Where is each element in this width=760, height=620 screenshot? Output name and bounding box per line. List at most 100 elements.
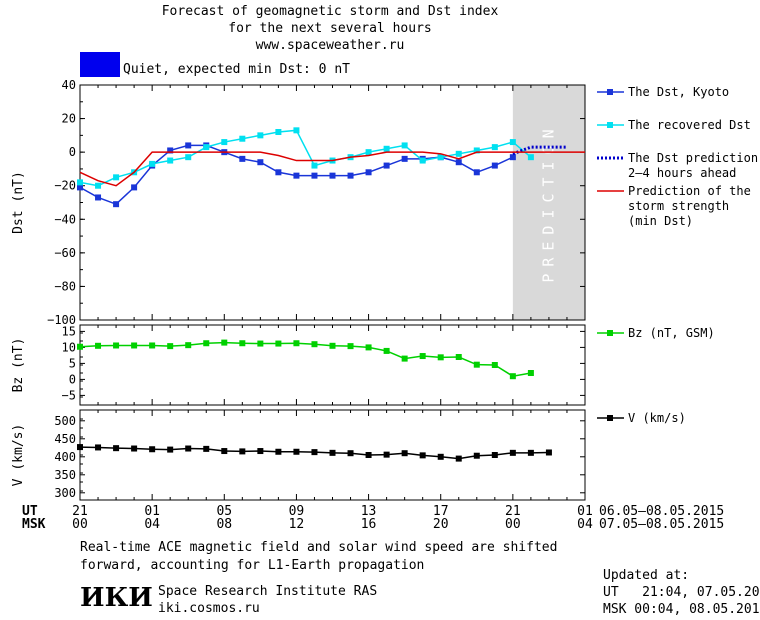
data-point [509,154,516,161]
data-point [347,172,354,179]
data-point [527,370,534,376]
legend-label: Prediction of the [628,184,751,198]
data-point [113,201,120,208]
data-point [239,135,246,142]
data-point [473,147,480,154]
v-ytick-label: 350 [54,468,76,482]
institute-site[interactable]: iki.cosmos.ru [158,601,260,616]
bz-frame [79,324,586,406]
data-point [203,340,210,347]
dst-ytick-label: 0 [69,145,76,159]
data-point [419,353,426,360]
legend-marker [607,330,613,336]
data-point [95,194,102,201]
x-tick-ut: 21 [72,504,88,519]
data-point [275,169,282,176]
chart-title: Forecast of geomagnetic storm and Dst in… [161,4,499,19]
data-point [167,446,174,453]
x-tick-ut: 05 [216,504,232,519]
data-point [311,449,318,456]
data-point [257,340,264,347]
data-point [149,446,156,453]
legend-marker [607,89,613,95]
data-point [491,362,498,368]
data-point [221,139,228,146]
data-point [545,449,552,456]
dst-ytick-label: 40 [62,78,76,92]
dst-ytick-label: −60 [54,246,76,260]
data-point [527,449,534,456]
data-point [275,340,282,347]
msk-date-range: 07.05–08.05.2015 [599,517,724,532]
data-point [185,142,192,149]
v-ylabel: V (km/s) [11,424,26,487]
data-point [473,169,480,176]
data-point [203,445,210,452]
data-point [329,449,336,456]
data-point [293,127,300,134]
v-ytick-label: 400 [54,450,76,464]
bz-ytick-label: −5 [62,388,76,402]
data-point [401,155,408,162]
x-tick-ut: 09 [289,504,305,519]
status-text: Quiet, expected min Dst: 0 nT [123,62,350,77]
legend-label: The recovered Dst [628,118,751,132]
data-point [149,342,156,349]
data-point [131,445,138,452]
data-point [455,354,462,360]
data-point [365,169,372,176]
updated-label: Updated at: [603,568,690,583]
data-point [473,361,480,368]
dst-ylabel: Dst (nT) [11,171,26,234]
x-tick-msk: 00 [505,517,521,532]
x-tick-ut: 01 [144,504,160,519]
x-tick-ut: 17 [433,504,449,519]
data-point [419,452,426,459]
ut-axis-label: UT [22,504,38,519]
x-tick-ut: 01 [577,504,593,519]
data-point [257,448,264,455]
data-point [221,339,228,346]
data-note-line-1: Real-time ACE magnetic field and solar w… [80,540,558,555]
legend-label: The Dst, Kyoto [628,85,729,99]
data-point [311,162,318,169]
data-point [329,342,336,349]
data-point [383,451,390,458]
data-point [455,150,462,157]
data-point [365,149,372,156]
data-point [113,342,120,349]
data-point [401,355,408,362]
bz-ytick-label: 0 [69,372,76,386]
dst-ytick-label: −80 [54,279,76,293]
data-point [365,452,372,458]
data-point [185,342,192,349]
bz-ytick-label: 15 [62,324,76,338]
data-point [275,129,282,135]
data-point [347,450,354,457]
x-tick-msk: 16 [361,517,377,532]
data-point [221,448,228,455]
data-point [383,145,390,152]
data-point [239,448,246,455]
data-point [383,347,390,354]
x-tick-msk: 04 [577,517,593,532]
data-point [383,162,390,169]
x-tick-ut: 21 [505,504,521,519]
data-point [149,160,156,167]
data-point [509,373,516,380]
legend-label: V (km/s) [628,411,686,425]
prediction-band [512,85,585,320]
legend-label: 2–4 hours ahead [628,166,736,180]
data-point [473,452,480,459]
legend-marker [607,415,613,421]
data-note-line-2: forward, accounting for L1-Earth propaga… [80,558,425,573]
data-point [185,154,192,161]
data-point [113,445,120,452]
source-url[interactable]: www.spaceweather.ru [255,38,405,53]
dst-ytick-label: −20 [54,179,76,193]
data-point [455,159,462,166]
data-point [203,144,210,151]
data-point [437,453,444,460]
data-point [365,344,372,351]
data-point [455,455,462,462]
